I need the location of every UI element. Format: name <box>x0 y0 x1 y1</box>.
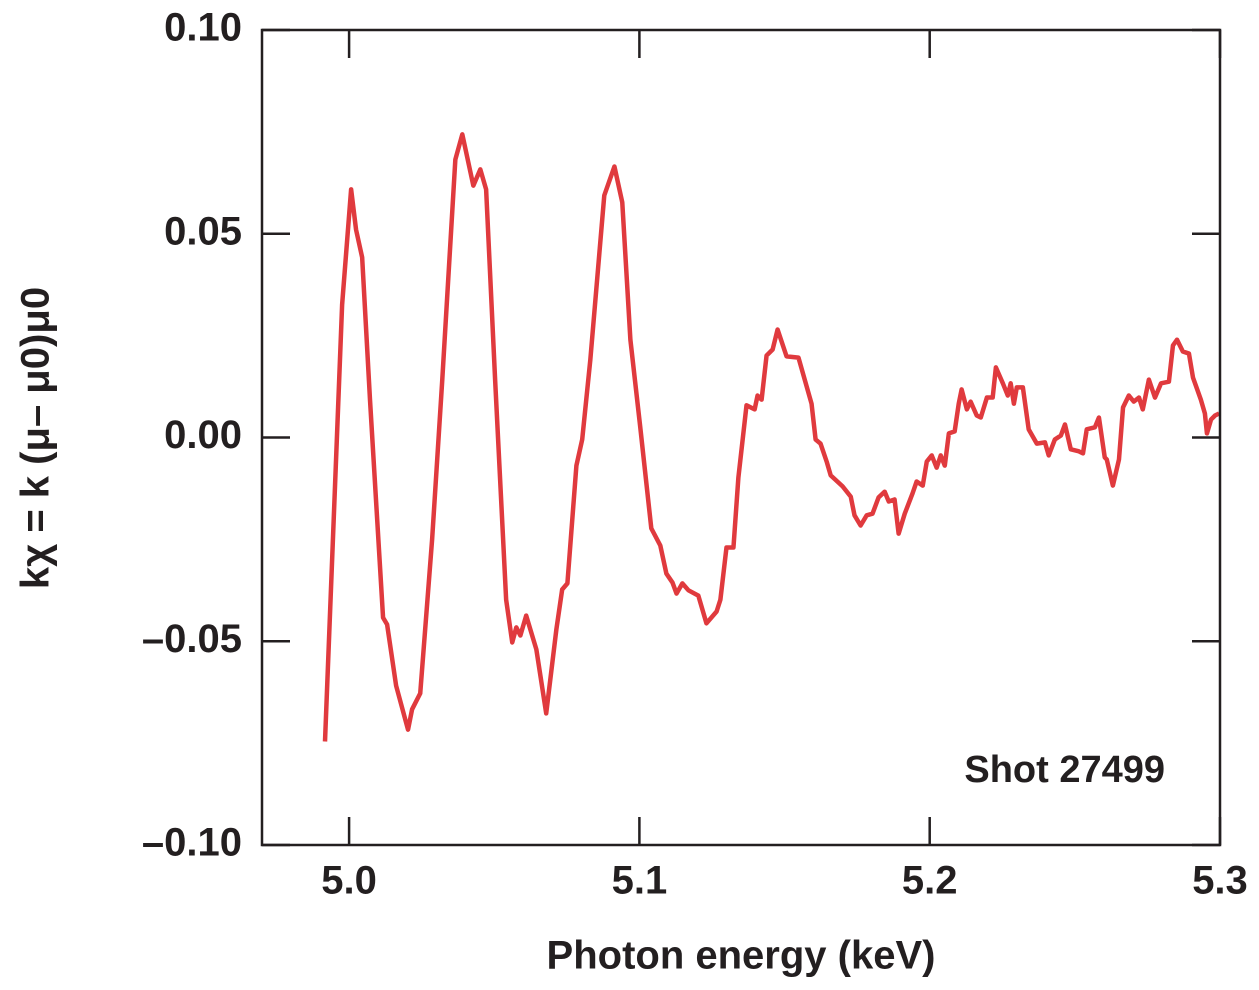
x-axis-label: Photon energy (keV) <box>547 934 936 978</box>
x-tick-label: 5.3 <box>1192 859 1248 903</box>
data-line <box>322 132 1220 742</box>
x-tick-label: 5.2 <box>902 859 958 903</box>
y-tick-label: 0.00 <box>164 413 242 457</box>
x-tick-label: 5.0 <box>321 859 377 903</box>
y-tick-label: –0.05 <box>142 617 242 661</box>
y-tick-label: 0.10 <box>164 6 242 50</box>
y-axis-label: kχ = k (μ– μ0)μ0 <box>14 287 58 589</box>
x-tick-label: 5.1 <box>612 859 668 903</box>
y-tick-label: 0.05 <box>164 209 242 253</box>
annotation: Shot 27499 <box>964 749 1165 791</box>
y-tick-label: –0.10 <box>142 821 242 865</box>
